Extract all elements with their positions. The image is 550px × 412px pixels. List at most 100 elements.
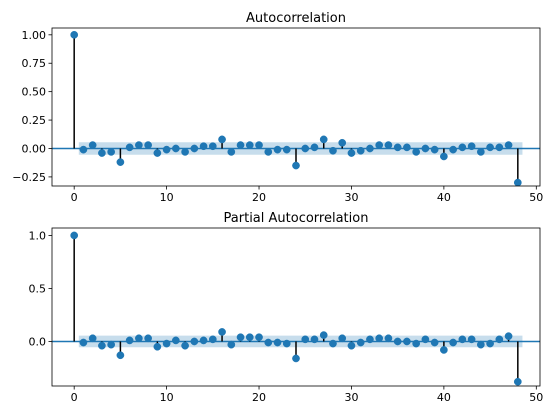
pacf-point-lag-47 <box>504 332 513 341</box>
pacf-point-lag-34 <box>384 334 393 343</box>
pacf-point-lag-13 <box>190 337 199 346</box>
acf-point-lag-30 <box>347 149 356 157</box>
pacf-point-lag-41 <box>449 338 457 347</box>
pacf-x-tick-label: 30 <box>344 391 358 404</box>
pacf-point-lag-33 <box>375 334 384 343</box>
acf-point-lag-24 <box>292 161 300 170</box>
pacf-point-lag-20 <box>255 333 263 342</box>
acf-point-lag-12 <box>181 148 189 156</box>
acf-point-lag-23 <box>282 145 291 154</box>
pacf-point-lag-37 <box>412 339 421 348</box>
acf-point-lag-0 <box>70 30 79 39</box>
pacf-point-lag-1 <box>79 338 88 347</box>
acf-point-lag-39 <box>430 145 439 154</box>
pacf-point-lag-18 <box>236 333 245 342</box>
pacf-x-tick-label: 0 <box>71 391 78 404</box>
pacf-point-lag-7 <box>135 334 143 343</box>
acf-point-lag-15 <box>208 142 217 151</box>
acf-point-lag-10 <box>162 145 171 154</box>
pacf-point-lag-12 <box>181 341 189 350</box>
pacf-point-lag-22 <box>273 338 282 347</box>
acf-point-lag-31 <box>356 146 365 155</box>
acf-point-lag-29 <box>338 138 347 147</box>
acf-point-lag-46 <box>495 143 504 152</box>
pacf-point-lag-46 <box>495 335 504 344</box>
pacf-point-lag-19 <box>245 333 254 342</box>
pacf-point-lag-17 <box>227 340 236 349</box>
acf-x-tick-label: 30 <box>344 191 358 204</box>
acf-point-lag-20 <box>255 141 263 149</box>
pacf-y-tick-label: 1.0 <box>29 229 47 242</box>
acf-x-tick-label: 20 <box>252 191 266 204</box>
pacf-point-lag-6 <box>125 336 134 345</box>
pacf-point-lag-27 <box>319 331 328 339</box>
pacf-point-lag-36 <box>403 337 411 346</box>
acf-y-tick-label: 1.00 <box>22 29 47 42</box>
acf-point-lag-40 <box>440 152 448 161</box>
acf-point-lag-6 <box>125 143 134 152</box>
acf-y-tick-label: 0.75 <box>22 57 47 70</box>
acf-x-tick-label: 10 <box>160 191 174 204</box>
acf-point-lag-8 <box>144 141 152 149</box>
acf-axes-frame <box>51 27 541 187</box>
acf-point-lag-26 <box>310 143 319 152</box>
acf-point-lag-42 <box>458 143 467 152</box>
pacf-point-lag-0 <box>70 231 79 240</box>
pacf-y-tick-label: 0.0 <box>29 335 47 348</box>
pacf-axes-frame <box>51 227 541 387</box>
pacf-y-tick-label: 0.5 <box>29 282 47 295</box>
pacf-point-lag-32 <box>366 335 374 344</box>
acf-point-lag-25 <box>301 144 310 153</box>
acf-point-lag-18 <box>236 141 245 149</box>
acf-y-tick-label: −0.25 <box>12 171 46 184</box>
pacf-point-lag-26 <box>310 335 319 344</box>
acf-point-lag-33 <box>375 141 384 149</box>
acf-point-lag-7 <box>135 141 143 149</box>
pacf-point-lag-44 <box>476 340 485 349</box>
pacf-x-tick-label: 20 <box>252 391 266 404</box>
pacf-point-lag-25 <box>301 335 310 344</box>
acf-point-lag-41 <box>449 145 457 154</box>
acf-point-lag-32 <box>366 144 374 153</box>
acf-point-lag-34 <box>384 141 393 149</box>
acf-point-lag-48 <box>513 178 522 186</box>
pacf-point-lag-43 <box>467 335 476 344</box>
pacf-point-lag-48 <box>513 377 522 386</box>
acf-point-lag-21 <box>264 148 273 156</box>
pacf-point-lag-10 <box>162 339 171 348</box>
pacf-point-lag-39 <box>430 338 439 347</box>
pacf-point-lag-3 <box>98 341 106 350</box>
acf-point-lag-2 <box>88 141 97 149</box>
acf-point-lag-16 <box>218 135 226 144</box>
acf-point-lag-17 <box>227 148 236 156</box>
acf-point-lag-36 <box>403 143 411 152</box>
autocorrelation-panel: 0 10 20 30 40 50 −0.25 0.00 0.25 0.50 0.75 1.00 Auto… <box>12 11 543 204</box>
acf-point-lag-35 <box>393 143 402 152</box>
pacf-point-lag-8 <box>144 334 152 343</box>
acf-point-lag-22 <box>273 145 282 154</box>
pacf-point-lag-23 <box>282 339 291 348</box>
pacf-point-lag-9 <box>153 342 162 351</box>
pacf-point-lag-38 <box>421 335 430 344</box>
pacf-point-lag-42 <box>458 335 467 344</box>
acf-point-lag-43 <box>467 142 476 151</box>
pacf-chart-title: Partial Autocorrelation <box>224 211 369 226</box>
pacf-point-lag-24 <box>292 354 300 363</box>
acf-point-lag-19 <box>245 141 254 149</box>
pacf-point-lag-14 <box>199 336 208 345</box>
acf-y-tick-label: 0.00 <box>22 142 47 155</box>
acf-point-lag-5 <box>116 158 125 166</box>
pacf-point-lag-5 <box>116 351 125 360</box>
acf-x-tick-label: 0 <box>71 191 78 204</box>
acf-point-lag-45 <box>486 143 494 152</box>
pacf-point-lag-30 <box>347 341 356 350</box>
pacf-point-lag-29 <box>338 334 347 343</box>
acf-x-tick-label: 40 <box>437 191 451 204</box>
pacf-point-lag-4 <box>107 340 116 349</box>
acf-point-lag-47 <box>504 141 513 149</box>
acf-point-lag-44 <box>476 148 485 156</box>
pacf-point-lag-21 <box>264 338 273 347</box>
pacf-x-tick-label: 40 <box>437 391 451 404</box>
acf-point-lag-37 <box>412 148 421 156</box>
acf-point-lag-27 <box>319 135 328 144</box>
